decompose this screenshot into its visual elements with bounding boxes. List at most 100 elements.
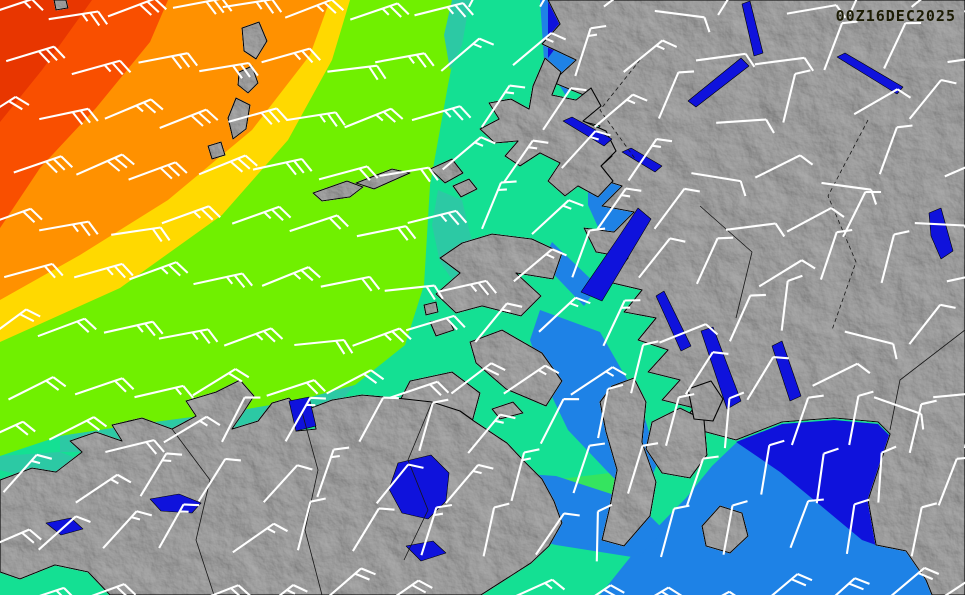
wind-barb <box>908 78 957 120</box>
wind-barb <box>842 190 881 238</box>
wind-barb <box>603 0 615 8</box>
wind-barb <box>139 452 183 497</box>
wind-barb <box>358 396 399 443</box>
wind-barb <box>659 323 719 344</box>
wind-barb <box>39 220 99 237</box>
wind-barb <box>910 502 938 557</box>
wind-barb <box>623 39 678 73</box>
wind-barb <box>480 84 526 128</box>
island-tiree <box>312 180 364 202</box>
wind-barb <box>37 317 97 338</box>
wind-barb <box>296 497 326 551</box>
north-loch-1 <box>741 0 764 57</box>
wind-barb <box>597 383 624 439</box>
border-layer <box>171 59 965 595</box>
wind-barb <box>228 107 288 126</box>
wind-barb <box>944 166 965 178</box>
wind-barb <box>261 47 321 64</box>
wind-barb <box>691 172 747 197</box>
wind-barb <box>790 394 824 446</box>
wind-barb <box>908 399 937 454</box>
wind-barb <box>71 59 132 76</box>
wind-barb <box>320 275 381 292</box>
wind-barb <box>172 0 233 15</box>
wind-barb <box>344 107 404 129</box>
timestamp-label: 00Z16DEC2025 <box>836 7 956 25</box>
border-line-5 <box>699 205 753 319</box>
wind-barb <box>294 338 354 355</box>
wind-barb <box>199 61 259 79</box>
wind-barb <box>158 328 219 345</box>
wind-barb <box>161 205 221 225</box>
wind-barb <box>48 10 109 27</box>
island-iona <box>423 301 439 316</box>
wind-barb <box>946 276 965 283</box>
wind-barb <box>594 584 625 595</box>
wind-barb <box>474 302 523 343</box>
wind-barb <box>0 528 42 544</box>
wind-barb <box>572 442 606 494</box>
wind-barb <box>685 455 719 507</box>
wind-barb <box>158 503 200 549</box>
island-skye <box>479 57 617 198</box>
border-line-1 <box>301 411 323 595</box>
border-line-4 <box>827 119 869 331</box>
wind-barb <box>73 262 134 279</box>
wind-barb <box>561 130 611 169</box>
wind-barb <box>910 0 922 8</box>
wind-barb <box>503 139 549 183</box>
wind-barb <box>129 261 189 281</box>
field-teal-top-fringe <box>444 0 470 70</box>
island-rum <box>429 158 464 184</box>
wind-barb <box>284 0 345 19</box>
wind-barb <box>535 512 580 556</box>
wind-barb <box>513 248 567 283</box>
lough-erne <box>149 493 202 514</box>
wind-barb <box>284 396 326 442</box>
wind-barb <box>444 463 494 504</box>
wind-barb <box>844 330 898 360</box>
wind-barb <box>728 293 766 342</box>
wind-barb <box>197 457 242 502</box>
wind-barb <box>725 222 786 238</box>
wind-barb <box>626 442 659 494</box>
wind-barb <box>853 88 912 116</box>
wind-barb <box>326 369 385 395</box>
wind-barb <box>104 98 164 120</box>
wind-barb <box>192 368 250 397</box>
wind-barb <box>659 504 690 558</box>
wind-barb <box>819 228 853 280</box>
wind-barb <box>128 161 188 181</box>
wind-barb <box>914 222 965 229</box>
island-arran <box>645 407 708 479</box>
wind-barb <box>352 327 412 347</box>
wind-barb <box>252 157 313 176</box>
wind-barb <box>0 308 41 330</box>
border-line-3 <box>403 401 433 561</box>
wind-barb <box>111 226 171 243</box>
sea-firth-of-clyde <box>736 420 890 545</box>
wind-barb <box>105 439 165 455</box>
wind-barb <box>873 396 925 430</box>
wind-barb <box>845 498 870 555</box>
wind-barb <box>880 230 910 284</box>
wind-barb <box>570 366 627 396</box>
border-line-7 <box>599 59 641 161</box>
wind-barb <box>538 296 591 333</box>
wind-barb <box>638 237 686 279</box>
border-line-2 <box>171 428 215 595</box>
wind-barb <box>482 502 510 557</box>
wind-barb <box>722 500 748 555</box>
wind-barb <box>75 153 135 176</box>
wind-barb <box>163 415 221 444</box>
wind-barb <box>947 58 965 64</box>
wind-barb <box>261 266 321 287</box>
wind-barb <box>758 259 816 288</box>
wind-barb <box>420 503 453 556</box>
wind-barb <box>48 416 108 441</box>
island-bute <box>687 380 724 422</box>
wind-barb <box>39 107 99 126</box>
wind-barb <box>823 20 858 71</box>
